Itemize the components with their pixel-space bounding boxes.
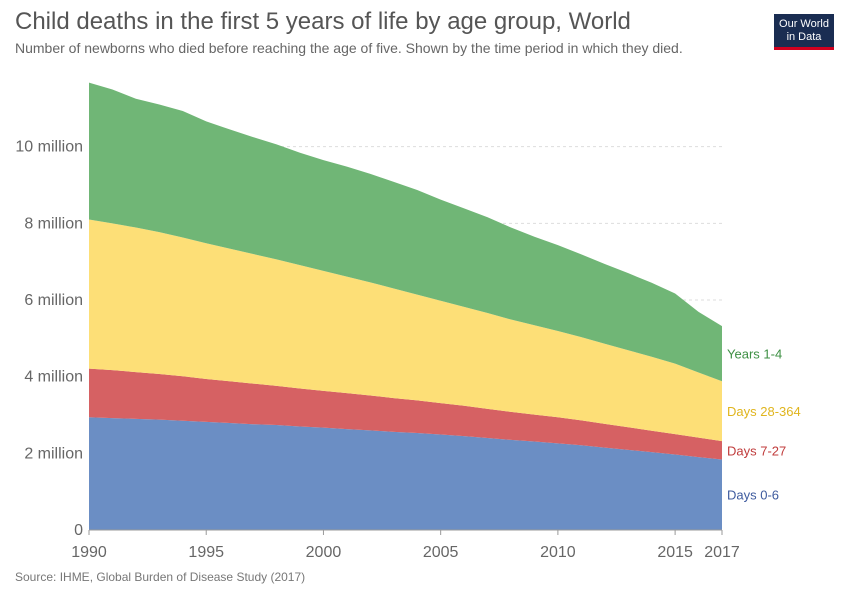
owid-logo[interactable]: Our World in Data — [774, 14, 834, 50]
x-tick-label-1: 1995 — [188, 544, 224, 561]
y-tick-label-0: 0 — [74, 522, 83, 539]
y-tick-labels: 0 2 million 4 million 6 million 8 million 10 … — [15, 139, 83, 539]
logo-line-1: Our World — [779, 18, 829, 30]
x-tick-label-2: 2000 — [306, 544, 342, 561]
y-tick-label-4: 8 million — [24, 215, 83, 232]
series-label-days-7-27: Days 7-27 — [727, 443, 786, 458]
series-label-days-0-6: Days 0-6 — [727, 488, 779, 503]
y-tick-label-2: 4 million — [24, 369, 83, 386]
x-tick-label-5: 2015 — [657, 544, 693, 561]
series-label-days-28-364: Days 28-364 — [727, 404, 801, 419]
area-days-28-364[interactable] — [89, 219, 722, 442]
x-tick-label-6: 2017 — [704, 544, 740, 561]
x-tick-label-3: 2005 — [423, 544, 459, 561]
series-label-years-1-4: Years 1-4 — [727, 347, 782, 362]
area-days-7-27[interactable] — [89, 368, 722, 460]
area-layers — [89, 82, 722, 530]
y-tick-label-3: 6 million — [24, 292, 83, 309]
area-days-0-6[interactable] — [89, 417, 722, 530]
chart-subtitle: Number of newborns who died before reach… — [15, 40, 683, 56]
x-tick-labels: 1990 1995 2000 2005 2010 2015 2017 — [71, 530, 740, 561]
area-years-1-4[interactable] — [89, 82, 722, 382]
logo-line-2: in Data — [786, 31, 822, 43]
y-tick-label-5: 10 million — [15, 139, 83, 156]
chart-title: Child deaths in the first 5 years of lif… — [15, 8, 631, 35]
series-labels: Days 0-6 Days 7-27 Days 28-364 Years 1-4 — [727, 347, 801, 503]
x-tick-label-4: 2010 — [540, 544, 576, 561]
y-tick-label-1: 2 million — [24, 445, 83, 462]
x-tick-label-0: 1990 — [71, 544, 107, 561]
source-note: Source: IHME, Global Burden of Disease S… — [15, 570, 306, 584]
